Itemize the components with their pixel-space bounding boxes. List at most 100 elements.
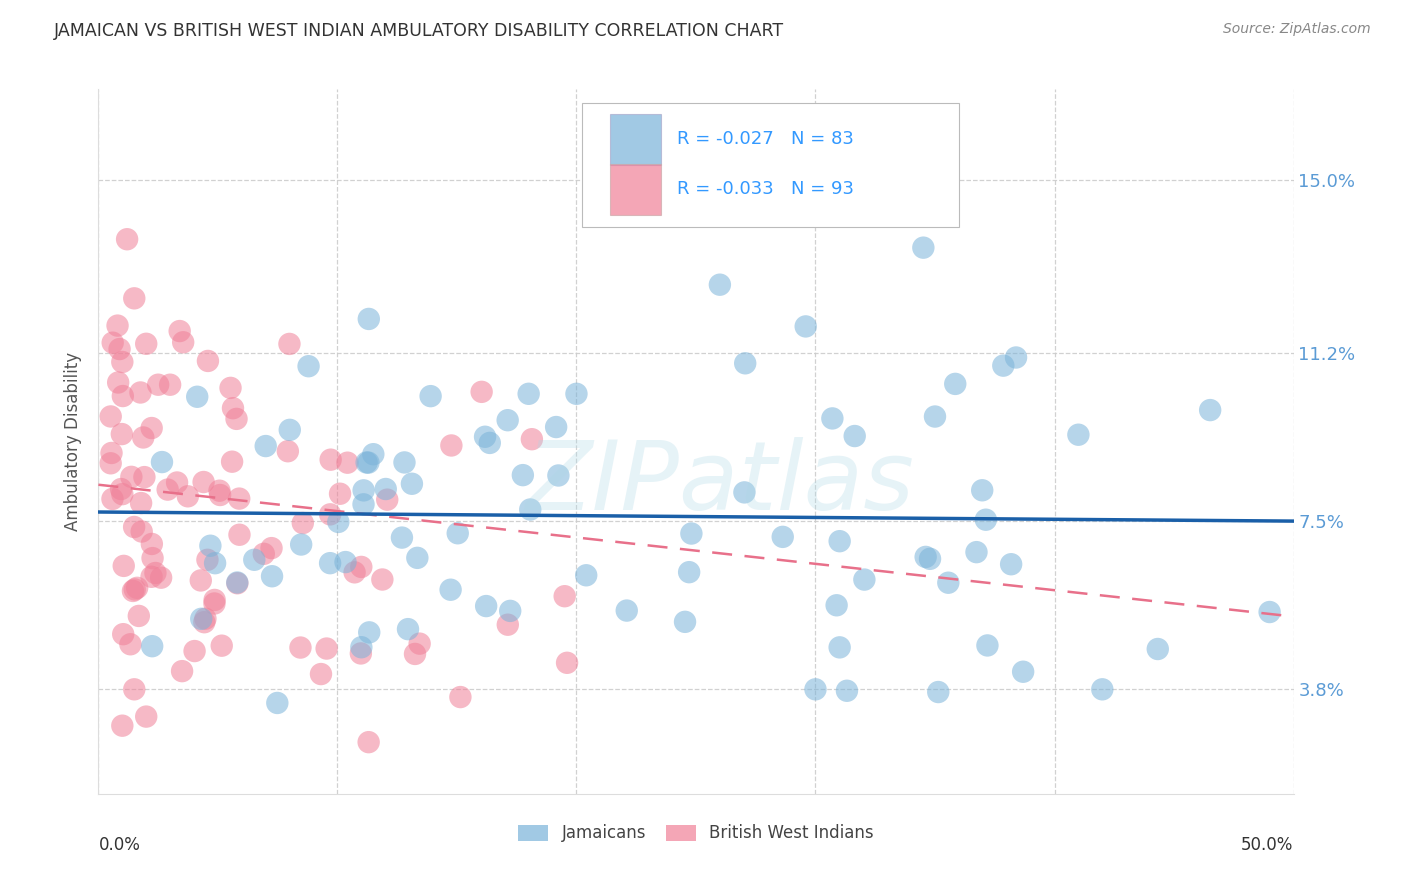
Text: JAMAICAN VS BRITISH WEST INDIAN AMBULATORY DISABILITY CORRELATION CHART: JAMAICAN VS BRITISH WEST INDIAN AMBULATO…	[53, 22, 783, 40]
Point	[141, 421, 163, 435]
Point	[243, 553, 266, 567]
Point	[204, 593, 226, 607]
Point	[357, 456, 380, 470]
Point	[132, 430, 155, 444]
Point	[853, 573, 876, 587]
Point	[222, 401, 245, 416]
Text: Source: ZipAtlas.com: Source: ZipAtlas.com	[1223, 22, 1371, 37]
Point	[825, 599, 848, 613]
Point	[112, 558, 135, 573]
Point	[183, 644, 205, 658]
Point	[821, 411, 844, 425]
Point	[419, 389, 441, 403]
FancyBboxPatch shape	[610, 114, 661, 165]
Point	[278, 337, 301, 351]
Point	[124, 582, 146, 597]
Point	[107, 376, 129, 390]
Point	[520, 432, 543, 446]
Point	[499, 604, 522, 618]
Point	[517, 386, 540, 401]
Point	[134, 470, 156, 484]
Point	[391, 531, 413, 545]
Point	[912, 241, 935, 255]
Point	[328, 515, 350, 529]
Point	[449, 690, 471, 704]
Point	[111, 355, 134, 369]
Point	[200, 539, 222, 553]
Point	[190, 612, 212, 626]
Point	[260, 569, 283, 583]
Point	[278, 423, 301, 437]
Point	[150, 571, 173, 585]
Point	[266, 696, 288, 710]
Point	[350, 647, 373, 661]
Legend: Jamaicans, British West Indians: Jamaicans, British West Indians	[512, 818, 880, 849]
Point	[976, 639, 998, 653]
Point	[107, 318, 129, 333]
Point	[924, 409, 946, 424]
Point	[197, 354, 219, 368]
Point	[474, 430, 496, 444]
Point	[260, 541, 283, 555]
Point	[353, 483, 375, 498]
Point	[363, 447, 385, 461]
Point	[159, 377, 181, 392]
Point	[496, 413, 519, 427]
Point	[226, 575, 249, 590]
Point	[122, 520, 145, 534]
Point	[172, 664, 194, 678]
Point	[1199, 403, 1222, 417]
Point	[1067, 427, 1090, 442]
Point	[309, 667, 332, 681]
Point	[291, 516, 314, 530]
Point	[142, 551, 165, 566]
Point	[315, 641, 337, 656]
Point	[219, 381, 242, 395]
Point	[1012, 665, 1035, 679]
FancyBboxPatch shape	[582, 103, 959, 227]
Point	[772, 530, 794, 544]
Point	[297, 359, 319, 374]
Point	[111, 487, 134, 501]
Point	[228, 491, 250, 506]
Point	[122, 584, 145, 599]
Point	[193, 615, 215, 630]
Point	[127, 581, 149, 595]
FancyBboxPatch shape	[610, 164, 661, 215]
Point	[401, 476, 423, 491]
Point	[734, 356, 756, 370]
Point	[124, 682, 146, 697]
Text: R = -0.033   N = 93: R = -0.033 N = 93	[676, 180, 853, 198]
Point	[356, 455, 378, 469]
Point	[1146, 642, 1168, 657]
Point	[209, 488, 232, 502]
Point	[709, 277, 731, 292]
Point	[145, 566, 167, 580]
Point	[471, 384, 494, 399]
Point	[100, 409, 122, 424]
Point	[124, 291, 146, 305]
Point	[319, 508, 342, 522]
Point	[166, 475, 188, 490]
Point	[186, 390, 208, 404]
Point	[141, 537, 163, 551]
Point	[128, 609, 150, 624]
Point	[115, 232, 138, 246]
Point	[375, 492, 398, 507]
Point	[228, 527, 250, 541]
Point	[357, 735, 380, 749]
Point	[221, 455, 243, 469]
Point	[835, 683, 858, 698]
Point	[357, 312, 380, 326]
Point	[156, 483, 179, 497]
Point	[208, 483, 231, 498]
Point	[254, 439, 277, 453]
Point	[406, 550, 429, 565]
Point	[943, 376, 966, 391]
Point	[108, 342, 131, 356]
Point	[190, 574, 212, 588]
Point	[100, 446, 122, 460]
Point	[546, 420, 568, 434]
Point	[135, 709, 157, 723]
Point	[204, 556, 226, 570]
